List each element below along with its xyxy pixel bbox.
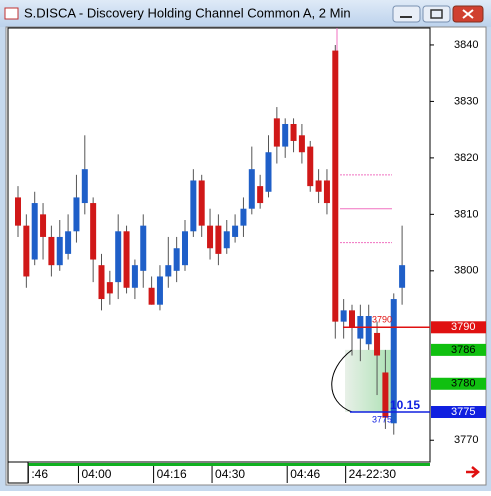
candle-body <box>190 180 197 232</box>
candle-body <box>182 231 188 266</box>
candle-body <box>106 282 113 294</box>
candle-body <box>340 310 347 322</box>
candle-body <box>73 197 80 232</box>
candle-body <box>123 231 130 288</box>
candle-body <box>65 231 72 254</box>
x-tick-label: :46 <box>31 467 48 481</box>
candle-body <box>240 208 247 226</box>
candle-body <box>198 180 205 226</box>
candle-body <box>307 146 314 187</box>
candle-body <box>232 225 239 237</box>
window-title: S.DISCA - Discovery Holding Channel Comm… <box>24 5 351 20</box>
candle-body <box>207 225 214 249</box>
candle-body <box>165 265 172 277</box>
candle-body <box>315 180 322 192</box>
corner-box <box>7 461 29 484</box>
time-bar <box>8 463 430 466</box>
x-tick-label: 04:46 <box>290 467 320 481</box>
candle-body <box>131 265 138 288</box>
candle-body <box>215 225 222 254</box>
candle-body <box>390 299 397 424</box>
candle-body <box>248 169 255 209</box>
price-tag-label: 3775 <box>451 406 475 418</box>
candle-body <box>223 231 230 249</box>
candle-body <box>156 276 163 305</box>
price-tag <box>431 343 486 356</box>
candle-body <box>40 214 47 237</box>
candle-body <box>374 332 381 356</box>
candle-body <box>282 124 289 147</box>
price-tag-label: 3780 <box>451 378 475 390</box>
candle-body <box>382 372 389 418</box>
y-tick-label: 3800 <box>454 265 478 277</box>
app-icon <box>4 7 19 20</box>
candle-body <box>81 169 88 204</box>
candle-body <box>298 135 305 153</box>
candle-body <box>265 152 272 192</box>
candle-body <box>332 50 339 322</box>
candle-body <box>90 203 97 260</box>
x-tick-label: 04:30 <box>215 467 245 481</box>
candle-body <box>15 197 21 226</box>
candle-body <box>98 265 105 300</box>
y-tick-label: 3830 <box>454 95 478 107</box>
candle-body <box>349 310 355 328</box>
x-tick-label: 04:16 <box>157 467 187 481</box>
candle-body <box>290 124 297 141</box>
candle-body <box>115 231 122 283</box>
candle-body <box>48 236 55 266</box>
candle-body <box>31 203 38 260</box>
candle-body <box>56 236 63 266</box>
window-buttons[interactable] <box>392 5 484 23</box>
candle-body <box>148 287 155 305</box>
x-tick-label: 24-22:30 <box>349 467 397 481</box>
price-tag <box>431 377 486 390</box>
price-tag <box>431 321 486 334</box>
candle-body <box>365 316 372 345</box>
x-tick-label: 04:00 <box>81 467 111 481</box>
y-tick-label: 3810 <box>454 208 478 220</box>
y-tick-label: 3820 <box>454 152 478 164</box>
candle-body <box>273 118 280 147</box>
price-tag-label: 3790 <box>451 321 475 333</box>
y-tick-label: 3840 <box>454 39 478 51</box>
candle-body <box>323 180 330 204</box>
level-label: 3775 <box>372 414 392 424</box>
scroll-arrow[interactable] <box>466 466 480 478</box>
candle-body <box>399 265 406 288</box>
price-tag <box>431 406 486 418</box>
level-label: 3790 <box>372 315 392 325</box>
candle-body <box>257 186 264 204</box>
annotation: 10.15 <box>390 398 420 412</box>
price-tag-label: 3786 <box>451 344 475 356</box>
zone-arc <box>331 349 353 413</box>
candle-body <box>140 225 147 271</box>
y-tick-label: 3770 <box>454 434 478 446</box>
candle-body <box>23 225 30 277</box>
candle-body <box>173 248 180 271</box>
